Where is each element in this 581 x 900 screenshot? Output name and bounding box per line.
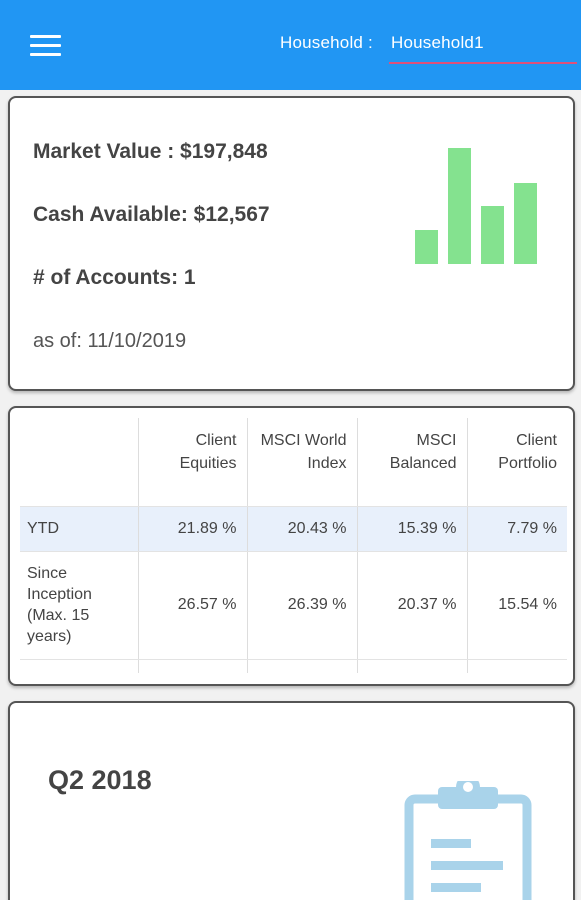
quarter-title: Q2 2018: [48, 765, 152, 795]
table-cell: 20.37 %: [356, 551, 467, 660]
mini-chart-bar: [514, 183, 537, 264]
table-cell: 7.79 %: [466, 506, 567, 552]
spacer-cell: [20, 659, 138, 673]
table-cell: 26.57 %: [137, 551, 247, 660]
as-of-date: as of: 11/10/2019: [33, 330, 187, 352]
clipboard-icon: [404, 781, 532, 900]
spacer-cell: [246, 659, 357, 673]
mini-chart-bar: [448, 148, 471, 264]
app-header: Household : Household1: [0, 0, 581, 90]
accounts-count: # of Accounts: 1: [33, 266, 196, 289]
column-header-client-equities: Client Equities: [137, 418, 247, 507]
column-header-client-portfolio: Client Portfolio: [466, 418, 567, 507]
table-row-since-inception: Since Inception (Max. 15 years) 26.57 % …: [20, 551, 567, 660]
household-selector[interactable]: Household1: [389, 30, 577, 64]
menu-line: [30, 44, 61, 47]
table-cell: 20.43 %: [246, 506, 357, 552]
menu-line: [30, 53, 61, 56]
market-value: Market Value : $197,848: [33, 140, 268, 163]
table-cell: 15.39 %: [356, 506, 467, 552]
household-label: Household :: [280, 33, 373, 52]
household-value: Household1: [391, 33, 484, 52]
mini-chart-bar: [415, 230, 438, 264]
column-header-blank: [20, 418, 138, 507]
spacer-cell: [356, 659, 467, 673]
spacer-cell: [137, 659, 247, 673]
table-header-row: Client Equities MSCI World Index MSCI Ba…: [20, 418, 567, 507]
performance-table: Client Equities MSCI World Index MSCI Ba…: [20, 418, 567, 673]
bar-chart-icon: [415, 148, 545, 264]
table-cell: 15.54 %: [466, 551, 567, 660]
table-spacer-row: [20, 659, 567, 673]
cash-available: Cash Available: $12,567: [33, 203, 270, 226]
quarter-report-card[interactable]: Q2 2018: [8, 701, 575, 900]
performance-card: Client Equities MSCI World Index MSCI Ba…: [8, 406, 575, 686]
spacer-cell: [466, 659, 567, 673]
column-header-msci-world: MSCI World Index: [246, 418, 357, 507]
row-label: Since Inception (Max. 15 years): [20, 551, 138, 660]
table-cell: 26.39 %: [246, 551, 357, 660]
table-row-ytd: YTD 21.89 % 20.43 % 15.39 % 7.79 %: [20, 506, 567, 552]
column-header-msci-balanced: MSCI Balanced: [356, 418, 467, 507]
row-label: YTD: [20, 506, 138, 552]
menu-line: [30, 35, 61, 38]
hamburger-menu-icon[interactable]: [22, 28, 68, 64]
summary-card: Market Value : $197,848 Cash Available: …: [8, 96, 575, 391]
mini-chart-bar: [481, 206, 504, 264]
table-cell: 21.89 %: [137, 506, 247, 552]
